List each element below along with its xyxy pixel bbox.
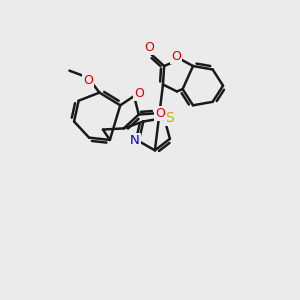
- Text: O: O: [144, 41, 154, 54]
- Text: S: S: [165, 111, 174, 125]
- Text: O: O: [155, 107, 165, 120]
- Text: N: N: [130, 134, 140, 147]
- Text: O: O: [171, 50, 181, 63]
- Text: O: O: [134, 87, 144, 100]
- Text: O: O: [83, 74, 93, 87]
